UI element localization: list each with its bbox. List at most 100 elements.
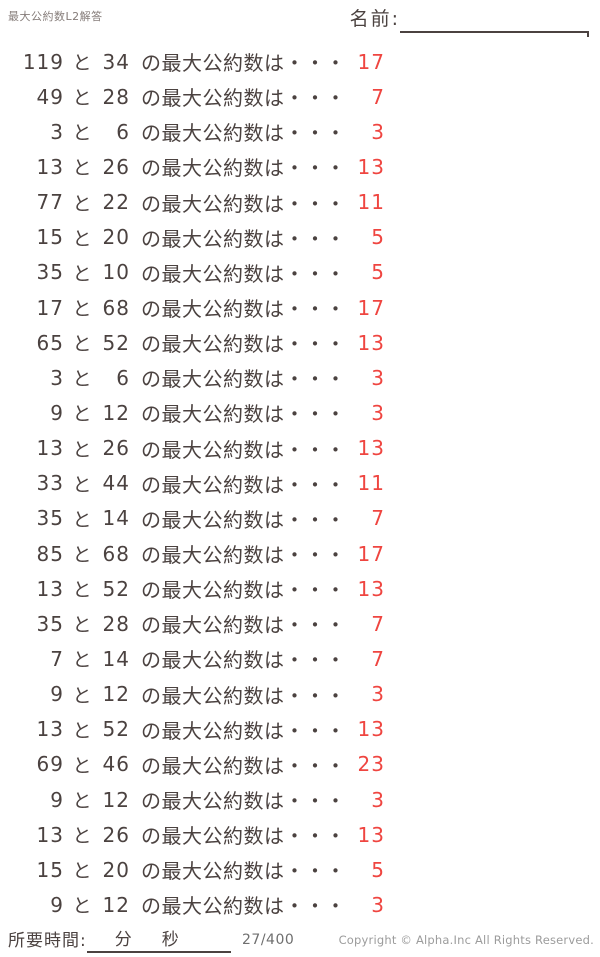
problem-row: 35 と 28 の最大公約数は・・・ 7	[0, 606, 600, 641]
answer-value: 7	[371, 506, 385, 531]
problem-row: 65 と 52 の最大公約数は・・・ 13	[0, 325, 600, 360]
answer-value: 5	[371, 857, 385, 882]
answer-value: 5	[371, 260, 385, 285]
conjunction-label: と	[72, 157, 92, 180]
operand-b: 68	[102, 295, 130, 320]
conjunction-label: と	[72, 87, 92, 110]
question-text: の最大公約数は・・・	[141, 226, 346, 251]
conjunction-label: と	[72, 122, 92, 145]
question-text: の最大公約数は・・・	[141, 472, 346, 497]
question-text: の最大公約数は・・・	[141, 121, 346, 146]
operand-a: 13	[36, 576, 64, 601]
seconds-unit-label: 秒	[161, 930, 179, 950]
operand-b: 14	[102, 646, 130, 671]
operand-a: 35	[36, 260, 64, 285]
conjunction-label: と	[72, 52, 92, 75]
question-text: の最大公約数は・・・	[141, 613, 346, 638]
question-text: の最大公約数は・・・	[141, 261, 346, 286]
answer-value: 7	[371, 611, 385, 636]
operand-a: 13	[36, 822, 64, 847]
question-text: の最大公約数は・・・	[141, 824, 346, 849]
conjunction-label: と	[72, 333, 92, 356]
answer-value: 3	[371, 892, 385, 917]
conjunction-label: と	[72, 684, 92, 707]
operand-b: 12	[102, 682, 130, 707]
answer-value: 13	[357, 154, 385, 179]
answer-value: 7	[371, 84, 385, 109]
answer-value: 3	[371, 682, 385, 707]
problem-row: 3 と 6 の最大公約数は・・・ 3	[0, 360, 600, 395]
operand-a: 3	[50, 365, 64, 390]
operand-a: 13	[36, 436, 64, 461]
answer-value: 13	[357, 717, 385, 742]
problem-row: 15 と 20 の最大公約数は・・・ 5	[0, 852, 600, 887]
answer-value: 17	[357, 295, 385, 320]
problem-row: 49 と 28 の最大公約数は・・・ 7	[0, 79, 600, 114]
copyright-notice: Copyright © Alpha.Inc All Rights Reserve…	[338, 933, 594, 947]
operand-a: 85	[36, 541, 64, 566]
problem-row: 77 と 22 の最大公約数は・・・ 11	[0, 185, 600, 220]
operand-b: 46	[102, 752, 130, 777]
question-text: の最大公約数は・・・	[141, 753, 346, 778]
question-text: の最大公約数は・・・	[141, 402, 346, 427]
conjunction-label: と	[72, 438, 92, 461]
conjunction-label: と	[72, 790, 92, 813]
operand-b: 12	[102, 787, 130, 812]
operand-a: 119	[22, 49, 64, 74]
operand-b: 26	[102, 436, 130, 461]
minutes-unit-label: 分	[114, 930, 132, 950]
answer-value: 17	[357, 49, 385, 74]
answer-value: 11	[357, 190, 385, 215]
question-text: の最大公約数は・・・	[141, 332, 346, 357]
problem-row: 33 と 44 の最大公約数は・・・ 11	[0, 466, 600, 501]
operand-a: 9	[50, 400, 64, 425]
operand-a: 49	[36, 84, 64, 109]
document-title: 最大公約数L2解答	[8, 10, 103, 23]
operand-b: 20	[102, 225, 130, 250]
operand-a: 35	[36, 506, 64, 531]
operand-a: 69	[36, 752, 64, 777]
problem-row: 13 と 52 の最大公約数は・・・ 13	[0, 712, 600, 747]
operand-a: 9	[50, 892, 64, 917]
operand-b: 52	[102, 330, 130, 355]
answer-value: 13	[357, 436, 385, 461]
question-text: の最大公約数は・・・	[141, 297, 346, 322]
elapsed-time-field: 所要時間: 分 秒	[8, 926, 231, 953]
question-text: の最大公約数は・・・	[141, 507, 346, 532]
conjunction-label: と	[72, 262, 92, 285]
conjunction-label: と	[72, 579, 92, 602]
answer-value: 13	[357, 576, 385, 601]
answer-value: 3	[371, 787, 385, 812]
conjunction-label: と	[72, 298, 92, 321]
answer-value: 13	[357, 822, 385, 847]
conjunction-label: と	[72, 719, 92, 742]
operand-b: 6	[116, 365, 130, 390]
conjunction-label: と	[72, 649, 92, 672]
operand-b: 34	[102, 49, 130, 74]
operand-b: 52	[102, 717, 130, 742]
conjunction-label: と	[72, 227, 92, 250]
operand-b: 28	[102, 84, 130, 109]
question-text: の最大公約数は・・・	[141, 543, 346, 568]
question-text: の最大公約数は・・・	[141, 437, 346, 462]
answer-value: 13	[357, 330, 385, 355]
problem-row: 13 と 26 の最大公約数は・・・ 13	[0, 431, 600, 466]
question-text: の最大公約数は・・・	[141, 156, 346, 181]
question-text: の最大公約数は・・・	[141, 683, 346, 708]
operand-b: 10	[102, 260, 130, 285]
problem-row: 9 と 12 の最大公約数は・・・ 3	[0, 887, 600, 922]
answer-value: 3	[371, 365, 385, 390]
elapsed-time-label: 所要時間:	[8, 931, 87, 951]
problem-row: 35 と 10 の最大公約数は・・・ 5	[0, 255, 600, 290]
operand-b: 26	[102, 154, 130, 179]
operand-a: 13	[36, 154, 64, 179]
question-text: の最大公約数は・・・	[141, 859, 346, 884]
name-label: 名前:	[349, 8, 400, 30]
conjunction-label: と	[72, 825, 92, 848]
problem-list: 119 と 34 の最大公約数は・・・ 17 49 と 28 の最大公約数は・・・ 7 3 と 6 の最大…	[0, 44, 600, 923]
problem-row: 15 と 20 の最大公約数は・・・ 5	[0, 220, 600, 255]
conjunction-label: と	[72, 895, 92, 918]
question-text: の最大公約数は・・・	[141, 367, 346, 392]
operand-a: 17	[36, 295, 64, 320]
elapsed-time-blank-line: 分 秒	[86, 930, 231, 953]
